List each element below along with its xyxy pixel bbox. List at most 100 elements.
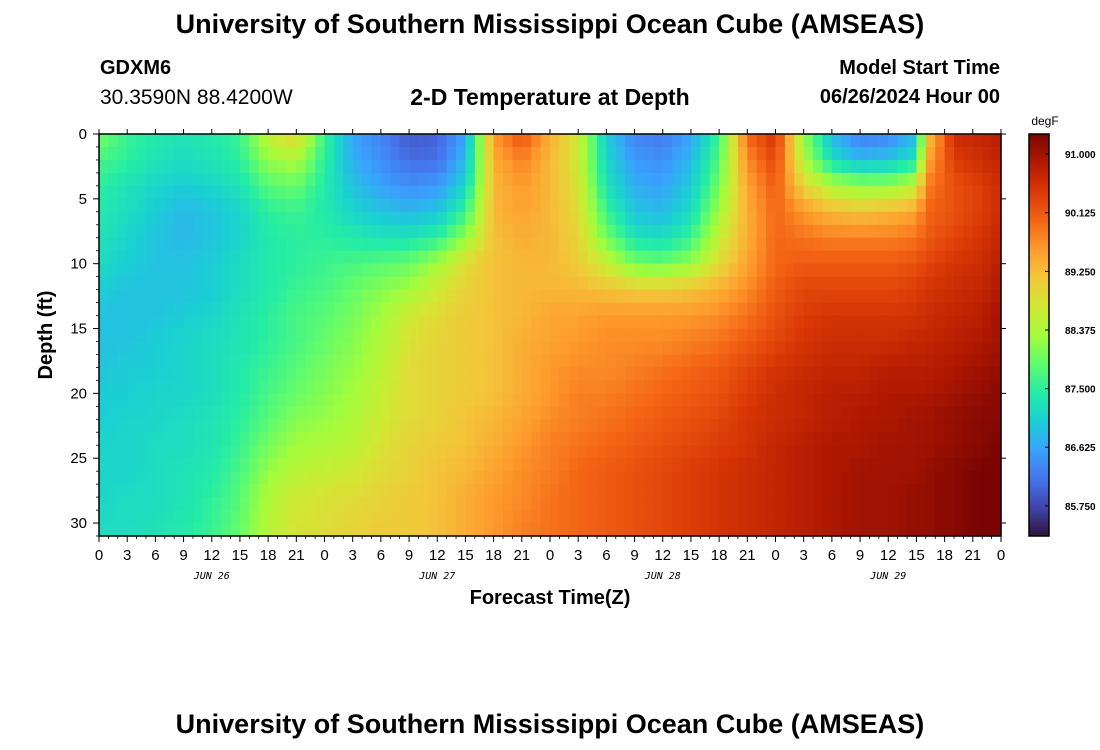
heatmap-cell [587,341,598,356]
heatmap-cell [662,185,673,200]
heatmap-cell [465,198,476,213]
heatmap-cell [484,328,495,343]
heatmap-cell [794,224,805,239]
heatmap-cell [127,510,138,524]
heatmap-cell [343,393,354,407]
heatmap-cell [305,510,316,524]
heatmap-cell [568,406,579,420]
heatmap-cell [869,406,880,420]
heatmap-cell [916,341,927,356]
heatmap-cell [521,523,532,537]
heatmap-cell [550,159,560,174]
heatmap-cell [427,523,438,537]
heatmap-cell [963,380,974,394]
heatmap-cell [587,354,598,369]
heatmap-cell [352,250,363,265]
heatmap-cell [127,263,138,278]
heatmap-cell [456,510,467,524]
heatmap-cell [399,471,410,485]
heatmap-cell [672,432,683,446]
heatmap-cell [709,237,720,252]
heatmap-cell [869,185,880,200]
heatmap-cell [653,263,664,278]
heatmap-cell [268,497,279,511]
heatmap-cell [747,289,758,304]
heatmap-cell [860,146,871,161]
heatmap-cell [268,302,279,317]
heatmap-cell [324,250,335,265]
heatmap-cell [972,445,983,459]
heatmap-cell [174,172,185,187]
heatmap-cell [860,419,871,433]
heatmap-cell [380,172,391,187]
heatmap-cell [390,172,401,187]
heatmap-cell [982,471,993,485]
heatmap-cell [540,185,551,200]
heatmap-cell [925,432,936,446]
heatmap-cell [972,289,983,304]
heatmap-cell [230,302,241,317]
heatmap-cell [108,198,119,213]
heatmap-cell [521,146,532,161]
heatmap-cell [690,224,701,239]
heatmap-cell [963,302,974,317]
heatmap-cell [127,471,138,485]
heatmap-cell [305,134,316,148]
heatmap-cell [183,432,194,446]
heatmap-cell [512,276,523,291]
heatmap-cell [239,419,250,433]
heatmap-cell [944,380,955,394]
heatmap-cell [634,211,645,226]
heatmap-cell [296,315,307,330]
heatmap-cell [268,341,279,356]
heatmap-cell [982,315,993,330]
heatmap-cell [916,159,927,174]
heatmap-cell [427,250,438,265]
heatmap-cell [456,432,467,446]
heatmap-cell [662,484,673,498]
heatmap-cell [145,458,156,472]
heatmap-cell [183,393,194,407]
heatmap-cell [333,185,344,200]
heatmap-cell [775,198,786,213]
heatmap-cell [972,406,983,420]
heatmap-cell [672,380,683,394]
heatmap-cell [390,237,401,252]
heatmap-cell [484,315,495,330]
heatmap-cell [897,224,908,239]
heatmap-cells [99,134,1002,537]
heatmap-cell [860,185,871,200]
heatmap-cell [728,432,739,446]
heatmap-cell [521,497,532,511]
heatmap-cell [831,406,842,420]
heatmap-cell [352,172,363,187]
heatmap-cell [888,380,899,394]
heatmap-cell [352,406,363,420]
heatmap-cell [831,276,842,291]
heatmap-cell [737,302,748,317]
heatmap-cell [512,328,523,343]
heatmap-cell [596,315,607,330]
heatmap-cell [662,198,673,213]
heatmap-cell [512,458,523,472]
heatmap-cell [352,302,363,317]
heatmap-cell [512,471,523,485]
heatmap-cell [963,406,974,420]
heatmap-cell [794,250,805,265]
heatmap-cell [183,146,194,161]
heatmap-cell [681,224,692,239]
heatmap-cell [850,471,861,485]
heatmap-cell [991,471,1002,485]
heatmap-cell [164,146,175,161]
heatmap-cell [587,380,598,394]
heatmap-cell [568,185,579,200]
heatmap-cell [333,159,344,174]
heatmap-cell [878,185,889,200]
heatmap-cell [324,224,335,239]
heatmap-cell [465,458,476,472]
heatmap-cell [136,250,147,265]
heatmap-cell [794,484,805,498]
heatmap-cell [822,134,833,148]
heatmap-cell [615,445,626,459]
heatmap-cell [991,146,1002,161]
